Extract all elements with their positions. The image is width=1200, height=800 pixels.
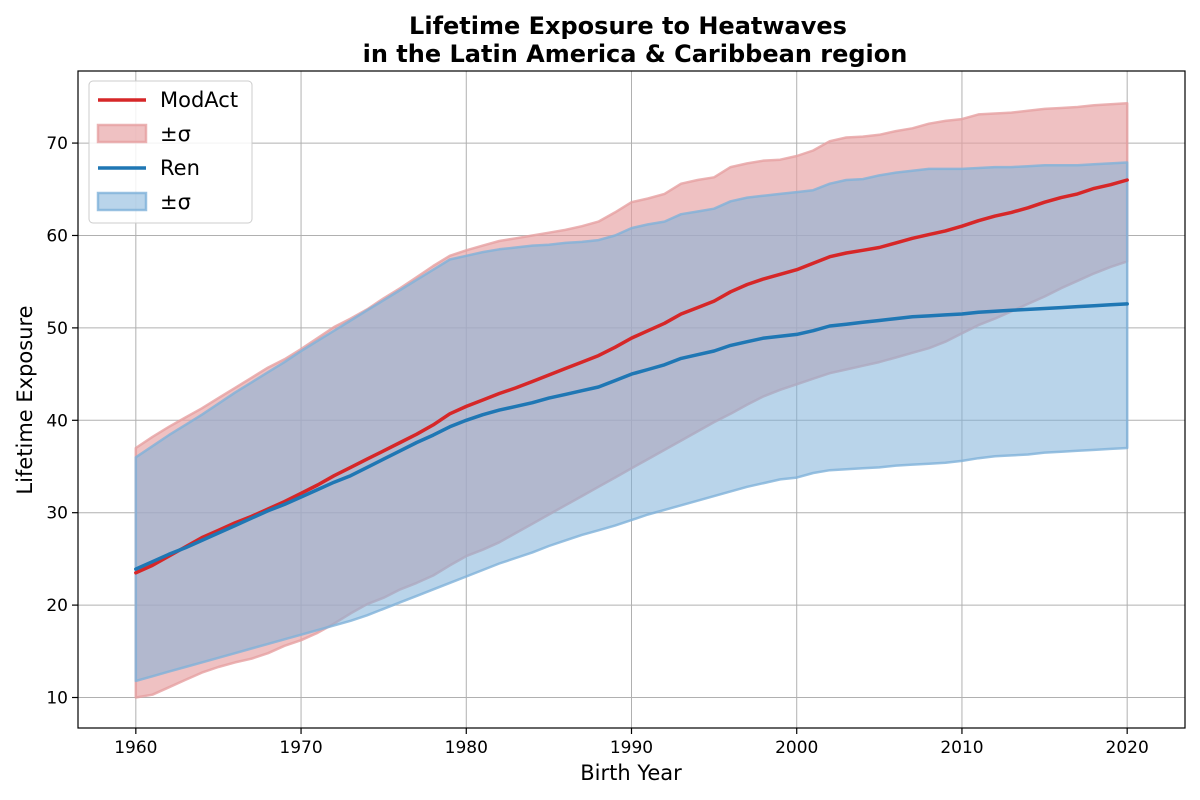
x-tick-label-2000: 2000 bbox=[775, 738, 818, 758]
y-tick-label-30: 30 bbox=[46, 504, 68, 524]
legend-box bbox=[88, 80, 253, 224]
band-ren bbox=[134, 161, 1129, 683]
series-lines bbox=[134, 178, 1129, 575]
x-tick-label-1960: 1960 bbox=[114, 738, 157, 758]
line-modact bbox=[134, 178, 1129, 575]
x-tick-label-2010: 2010 bbox=[940, 738, 983, 758]
error-bands bbox=[134, 102, 1129, 699]
y-axis-label: Lifetime Exposure bbox=[13, 305, 37, 494]
y-tick-label-60: 60 bbox=[46, 226, 68, 246]
x-axis-label: Birth Year bbox=[580, 761, 682, 785]
legend-band-ren bbox=[96, 191, 148, 212]
y-tick-label-50: 50 bbox=[46, 319, 68, 339]
y-axis-ticks: 10 20 30 40 50 60 70 bbox=[46, 134, 78, 709]
x-tick-label-1990: 1990 bbox=[610, 738, 653, 758]
y-tick-label-40: 40 bbox=[46, 411, 68, 431]
y-tick-label-70: 70 bbox=[46, 134, 68, 154]
line-ren bbox=[134, 302, 1129, 571]
x-axis-ticks: 1960 1970 1980 1990 2000 2010 2020 bbox=[114, 728, 1149, 758]
legend-label-ren: Ren bbox=[160, 156, 200, 180]
legend: ModAct ±σ Ren ±σ bbox=[88, 80, 253, 224]
x-tick-label-1970: 1970 bbox=[279, 738, 322, 758]
legend-label-modact-sigma: ±σ bbox=[160, 122, 191, 146]
legend-label-ren-sigma: ±σ bbox=[160, 190, 191, 214]
chart-title-line2: in the Latin America & Caribbean region bbox=[363, 40, 908, 68]
y-tick-label-20: 20 bbox=[46, 596, 68, 616]
legend-label-modact: ModAct bbox=[160, 88, 238, 112]
chart-title-line1: Lifetime Exposure to Heatwaves bbox=[409, 12, 847, 40]
x-tick-label-2020: 2020 bbox=[1106, 738, 1149, 758]
x-tick-label-1980: 1980 bbox=[445, 738, 488, 758]
legend-band-modact bbox=[96, 123, 148, 144]
y-tick-label-10: 10 bbox=[46, 689, 68, 709]
